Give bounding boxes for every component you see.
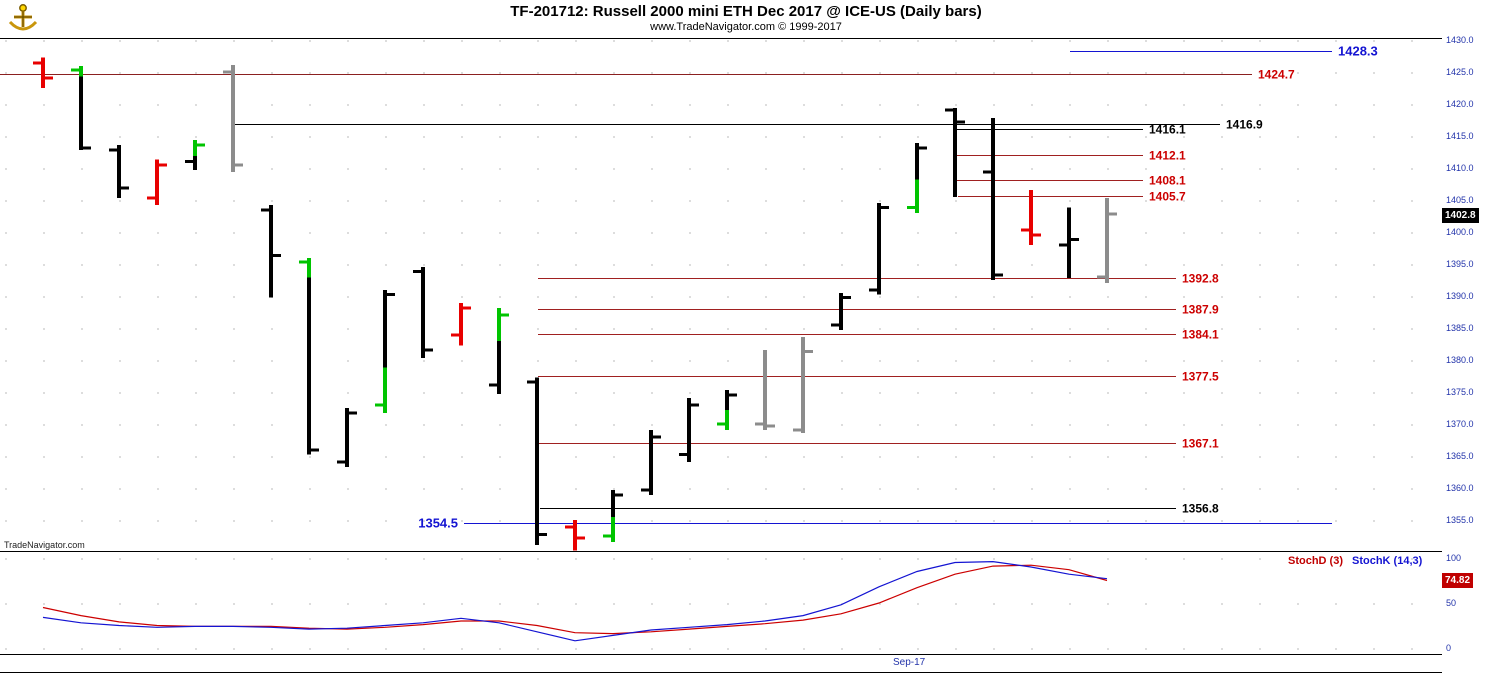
ohlc-bars (33, 57, 1117, 551)
price-axis-tick-label: 1410.0 (1446, 163, 1474, 173)
price-axis[interactable]: 1402.8 74.82 1430.0 1425.0 1420.0 1415.0 141… (1442, 35, 1492, 677)
price-axis-tick-label: 1380.0 (1446, 355, 1474, 365)
price-axis-tick-label: 1415.0 (1446, 131, 1474, 141)
ohlc-bar (71, 66, 91, 151)
price-level-label: 1424.7 (1258, 68, 1295, 82)
ohlc-bar (793, 336, 813, 433)
ohlc-bar (1021, 189, 1041, 245)
ohlc-bar (527, 377, 547, 545)
ohlc-bar (375, 290, 395, 414)
ohlc-bar (717, 390, 737, 430)
price-axis-tick-label: 1360.0 (1446, 483, 1474, 493)
last-price-badge: 1402.8 (1442, 208, 1479, 224)
panel-border-stoch-bottom (0, 654, 1492, 655)
panel-border-bottom (0, 672, 1492, 673)
ohlc-bar (869, 203, 889, 295)
ohlc-bar (489, 308, 509, 394)
ohlc-bar (945, 107, 965, 197)
ohlc-bar (337, 408, 357, 467)
ohlc-bar (33, 57, 53, 88)
ohlc-bar (679, 397, 699, 462)
ohlc-bar (907, 143, 927, 213)
stochk-line (42, 560, 1108, 642)
ohlc-bar (1059, 207, 1079, 279)
stoch-axis-tick-label: 0 (1446, 643, 1452, 653)
stochk-legend-label: StochK (14,3) (1352, 555, 1423, 567)
price-axis-tick-label: 1355.0 (1446, 515, 1474, 525)
price-axis-tick-label: 1385.0 (1446, 323, 1474, 333)
price-level-label: 1392.8 (1182, 272, 1219, 286)
ohlc-bar (185, 139, 205, 170)
ohlc-bar (603, 489, 623, 542)
price-levels: 1428.3 1424.7 1416.9 1416.1 1412.1 1408.1 1405… (0, 44, 1378, 531)
price-level-label: 1356.8 (1182, 502, 1219, 516)
ohlc-bar (261, 205, 281, 298)
price-level-label: 1416.9 (1226, 118, 1263, 132)
price-axis-tick-label: 1375.0 (1446, 387, 1474, 397)
ohlc-bar (413, 267, 433, 359)
ohlc-bar (831, 292, 851, 330)
price-axis-tick-label: 1420.0 (1446, 99, 1474, 109)
price-panel[interactable]: 1428.3 1424.7 1416.9 1416.1 1412.1 1408.1 1405… (0, 38, 1442, 551)
x-axis-label: Sep-17 (893, 657, 926, 668)
ohlc-bar (299, 258, 319, 455)
ohlc-bar (641, 429, 661, 496)
ohlc-bar (109, 144, 129, 199)
price-level-label: 1412.1 (1149, 149, 1186, 163)
stoch-panel[interactable] (0, 554, 1442, 654)
ohlc-bar (223, 64, 243, 172)
grid-dots (0, 38, 1442, 551)
chart-title: TF-201712: Russell 2000 mini ETH Dec 201… (510, 3, 982, 20)
price-level-label: 1387.9 (1182, 303, 1219, 317)
price-axis-tick-label: 1425.0 (1446, 67, 1474, 77)
price-level-label: 1428.3 (1338, 44, 1378, 59)
panel-border-mid (0, 551, 1492, 552)
ohlc-bar (983, 118, 1003, 280)
price-axis-tick-label: 1365.0 (1446, 451, 1474, 461)
chart-subtitle: www.TradeNavigator.com © 1999-2017 (650, 21, 842, 33)
stochd-legend-label: StochD (3) (1288, 555, 1343, 567)
price-axis-tick-label: 1405.0 (1446, 195, 1474, 205)
price-axis-tick-label: 1430.0 (1446, 35, 1474, 45)
price-level-label: 1384.1 (1182, 328, 1219, 342)
ohlc-bar (565, 520, 585, 551)
ohlc-bar (451, 303, 471, 346)
price-axis-tick-label: 1370.0 (1446, 419, 1474, 429)
ohlc-bar (1097, 198, 1117, 284)
ohlc-bar (755, 349, 775, 430)
price-axis-tick-label: 1395.0 (1446, 259, 1474, 269)
anchor-logo-icon (4, 2, 42, 34)
watermark-text: TradeNavigator.com (4, 540, 85, 550)
price-level-label: 1377.5 (1182, 370, 1219, 384)
stoch-grid-dots (0, 554, 1442, 654)
price-axis-tick-label: 1390.0 (1446, 291, 1474, 301)
price-level-label: 1408.1 (1149, 174, 1186, 188)
stoch-axis-tick-label: 100 (1446, 553, 1462, 563)
price-level-label: 1354.5 (418, 516, 458, 531)
price-axis-tick-label: 1400.0 (1446, 227, 1474, 237)
price-level-label: 1416.1 (1149, 123, 1186, 137)
ohlc-bar (147, 159, 167, 206)
stoch-axis-tick-label: 50 (1446, 598, 1457, 608)
price-level-label: 1367.1 (1182, 437, 1219, 451)
stoch-value-badge: 74.82 (1442, 572, 1474, 588)
price-level-label: 1405.7 (1149, 190, 1186, 204)
